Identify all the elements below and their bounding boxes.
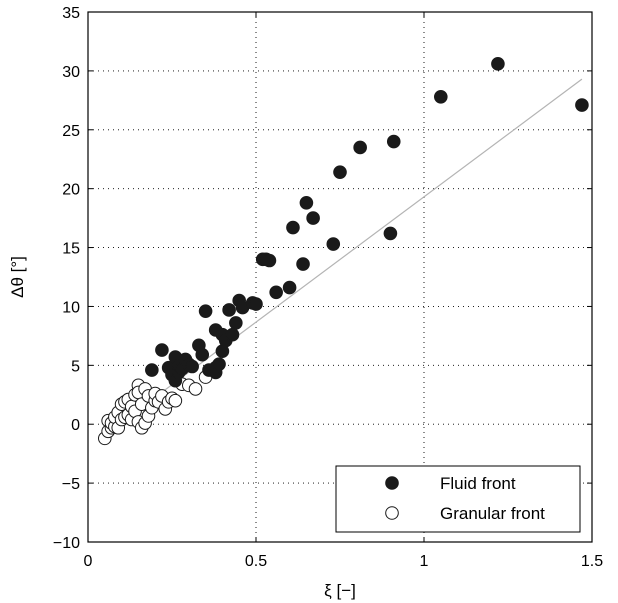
y-tick-label: −10 (53, 535, 80, 552)
fluid-front-point (198, 304, 213, 318)
fluid-front-point (434, 90, 448, 104)
legend-label-fluid-front: Fluid front (440, 474, 516, 493)
y-tick-label: 10 (62, 299, 80, 316)
fluid-front-point (282, 280, 297, 295)
y-tick-label: 30 (62, 64, 80, 81)
fluid-front-point (212, 357, 226, 371)
legend: Fluid front Granular front (335, 465, 581, 533)
y-tick-label: 25 (62, 123, 80, 140)
x-tick-label: 0 (84, 553, 93, 570)
tick-labels: 0 0.5 1 1.5 −10 −5 0 5 10 15 20 25 30 35 (53, 5, 603, 570)
fluid-front-point (262, 253, 277, 268)
fluid-front-point (299, 196, 314, 210)
plot-frame (87, 11, 593, 543)
fluid-front-point (386, 134, 401, 149)
legend-marker-granular-front (385, 506, 399, 520)
y-tick-label: 35 (62, 5, 80, 22)
granular-front-point (188, 382, 203, 396)
x-axis-label: ξ [−] (324, 581, 356, 600)
fluid-front-point (145, 363, 159, 377)
fluid-front-point (296, 257, 310, 271)
granular-front-point (168, 393, 183, 408)
legend-box (335, 465, 581, 533)
fluid-front-point (229, 316, 243, 330)
fluid-front-point (195, 347, 210, 362)
fluid-front-point (185, 359, 199, 374)
fluid-front-point (575, 98, 589, 112)
y-tick-label: 5 (71, 358, 80, 375)
y-tick-label: 0 (71, 417, 80, 434)
y-axis-label: Δθ [°] (8, 256, 27, 298)
x-tick-label: 1 (420, 553, 429, 570)
legend-label-granular-front: Granular front (440, 504, 545, 523)
x-tick-label: 1.5 (581, 553, 603, 570)
fluid-front-point (383, 226, 398, 241)
data-points (98, 57, 589, 446)
y-tick-label: 20 (62, 182, 80, 199)
fluid-front-point (306, 211, 320, 225)
fluid-front-point (222, 303, 236, 317)
fluid-front-point (326, 237, 341, 251)
fluid-front-point (353, 140, 367, 155)
fluid-front-point (249, 297, 263, 311)
fluid-front-point (225, 327, 240, 342)
axis-ticks (87, 11, 593, 543)
y-tick-label: 15 (62, 241, 80, 258)
y-tick-label: −5 (62, 476, 80, 493)
fluid-front-point (491, 57, 505, 71)
legend-marker-fluid-front (385, 476, 399, 490)
x-tick-label: 0.5 (245, 553, 267, 570)
fluid-front-point (333, 165, 347, 179)
fluid-front-point (269, 285, 283, 300)
fluid-front-point (286, 220, 300, 235)
fluid-front-point (155, 343, 169, 357)
